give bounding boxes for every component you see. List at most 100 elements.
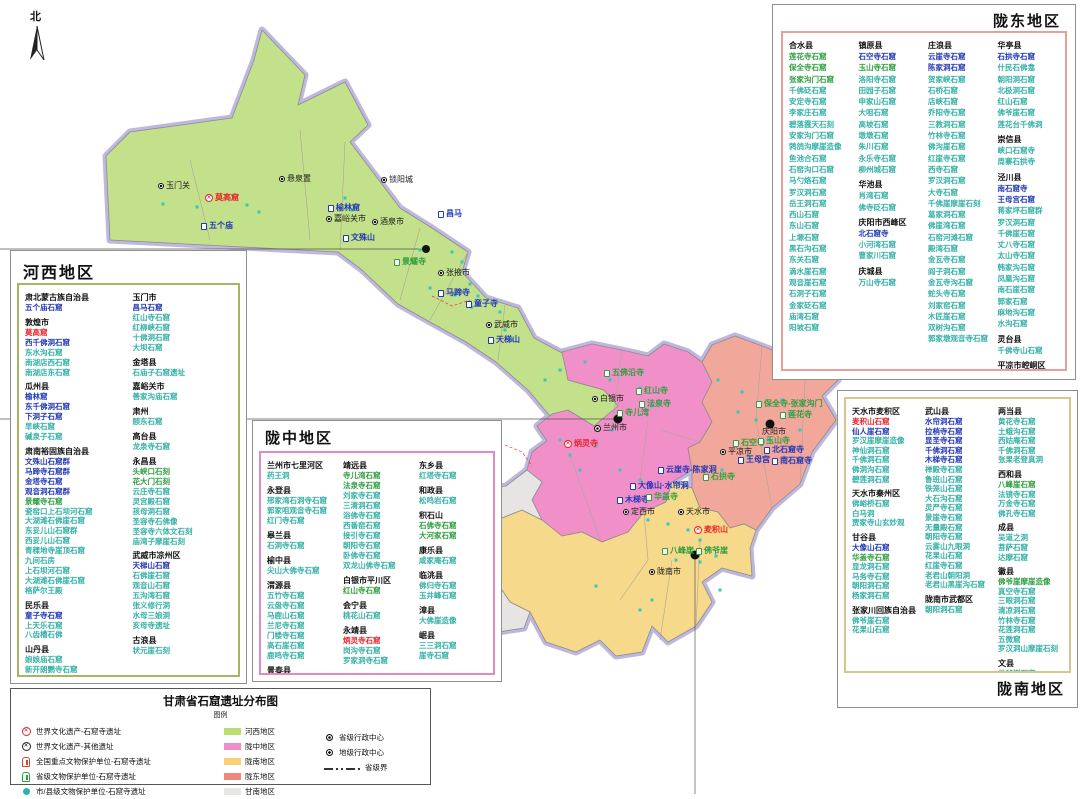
county-group: 民乐县童子寺石窟上天乐石窟八齿槽石佛 — [25, 600, 125, 641]
county-group: 镇原县石空寺石窟玉山寺石窟洛阳寺石窟田园子石窟申家山石窟大咀石窟高坡石窟墩墩石窟… — [859, 40, 921, 175]
site-item: 葛家洞石窟 — [928, 209, 990, 220]
site-item: 竹林寺石窟 — [928, 130, 990, 141]
site-item: 石空寺石窟 — [859, 51, 921, 62]
site-item: 朝阳洞石窟 — [998, 74, 1060, 85]
site-item: 上天乐石窟 — [25, 621, 125, 631]
site-item: 金瓦寺沟石窟 — [928, 277, 990, 288]
site-item: 红塔寺石窟 — [419, 471, 487, 481]
site-item: 观音洞石窟群 — [25, 487, 125, 497]
hexi-box-title: 河西地区 — [23, 259, 95, 283]
site-item: 石佛崖石窟 — [133, 571, 233, 581]
site-item: 佛归寺石窟 — [419, 581, 487, 591]
county-group: 成县吴道之洞菩萨石窟达摩石窟 — [998, 522, 1063, 562]
county-group: 渭源县五竹寺石窟云盘寺石窟马鹿山石窟兰尼寺石窟门楼寺石窟高石崖石窟鹿鸣寺石窟 — [267, 580, 335, 661]
site-item: 佛崖湾石窟 — [928, 220, 990, 231]
site-item: 刘家寺石窟 — [343, 491, 411, 501]
site-item: 童子寺石窟 — [25, 611, 125, 621]
site-item: 贺家峡石窟 — [928, 74, 990, 85]
site-item: 申家山石窟 — [859, 96, 921, 107]
site-item: 佛孔寺石窟 — [998, 509, 1063, 519]
site-column: 兰州市七里河区药王洞永登县邢家湾石洞寺石窟郭家咀观音寺石窟红门寺石窟皋兰县石洞寺… — [267, 458, 335, 668]
county-label: 华亭县 — [998, 40, 1060, 51]
county-group: 张家川回族自治县佛爷崖石窟花果山石窟 — [852, 605, 917, 635]
county-group: 庆城县万山寺石窟 — [859, 266, 921, 288]
site-item: 双树沟石窟 — [928, 322, 990, 333]
site-item: 莲花台千佛洞 — [998, 119, 1060, 130]
site-item: 格萨尔王殿 — [25, 586, 125, 596]
county-label: 高台县 — [133, 431, 233, 442]
site-item: 罗家洞寺石窟 — [343, 656, 411, 666]
site-item: 马勺烙石窟 — [789, 175, 851, 186]
site-item: 西寺石窟 — [928, 164, 990, 175]
site-item: 万金寺石窟 — [998, 499, 1063, 509]
site-column: 武山县水帘洞石窟拉梢寺石窟显圣寺石窟千佛洞石窟木梯寺石窟禅殿寺石窟鲁班山石窟铁笼… — [925, 404, 990, 666]
county-group: 肃北蒙古族自治县五个庙石窟 — [25, 292, 125, 313]
site-item: 佛爷崖石窟 — [998, 669, 1063, 673]
longnan-site-list: 天水市麦积区麦积山石窟仙人崖石窟罗汉崖摩崖造像神仙洞石窟千佛洞石窟佛洞沟石窟碧莲… — [844, 397, 1071, 673]
county-label: 天水市麦积区 — [852, 406, 917, 417]
site-item: 寺儿湾石窟 — [343, 471, 411, 481]
site-item: 老君山黑崖沟石窟 — [925, 580, 990, 590]
site-item: 木梯寺石窟 — [925, 455, 990, 465]
site-item: 南湖店东石窟 — [25, 368, 125, 378]
hexi-site-list: 肃北蒙古族自治县五个庙石窟敦煌市莫高窟西千佛洞石窟东水沟石窟南湖店西石窟南湖店东… — [17, 283, 240, 677]
site-item: 头峡口石刻 — [133, 467, 233, 477]
site-item: 鲁班山石窟 — [925, 475, 990, 485]
legend-label: 省级文物保护单位-石窟寺遗址 — [36, 771, 136, 782]
county-group: 平凉市崆峒区石佛峡石窟 — [998, 360, 1060, 371]
site-column: 两当县黄花寺石窟土蛾沟石窟西姑庵石窟千佛洞石窟张果老登真洞西和县八峰崖石窟法镜寺… — [998, 404, 1063, 666]
county-label: 崇信县 — [998, 134, 1060, 145]
site-item: 石窑河滩石窟 — [928, 232, 990, 243]
site-item: 碧落霞天石刻 — [789, 119, 851, 130]
site-item: 刘家窑石窟 — [928, 300, 990, 311]
site-item: 五微窟 — [998, 635, 1063, 645]
county-label: 张家川回族自治县 — [852, 605, 917, 616]
county-group: 泾川县南石窟寺王母宫石窟蒋家坪石窟群罗汉洞石窟千佛崖石窟丈八寺石窟太山寺石窟韩家… — [998, 172, 1060, 330]
site-item: 小河湾石窟 — [859, 239, 921, 250]
site-item: 殿湾石窟 — [928, 243, 990, 254]
county-group: 肃南裕固族自治县文殊山石窟群马蹄寺石窟群金塔寺石窟观音洞石窟群景耀寺石窟瓷窑口上… — [25, 446, 125, 596]
hexi-region-box: 河西地区 肃北蒙古族自治县五个庙石窟敦煌市莫高窟西千佛洞石窟东水沟石窟南湖店西石… — [10, 250, 247, 684]
site-item: 佛爷崖摩崖造像 — [998, 577, 1063, 587]
county-group: 武威市凉州区天梯山石窟石佛崖石窟观音山石窟五沟湾石窟张义修行洞水母三娘洞亥母寺遗… — [133, 550, 233, 630]
county-group: 榆中县尖山大佛寺石窟 — [267, 555, 335, 576]
site-item: 云雾山九眼洞 — [925, 542, 990, 552]
county-label: 肃州 — [133, 406, 233, 417]
site-item: 娘娘庙石窟 — [25, 655, 125, 665]
site-item: 千佛洞石窟 — [925, 446, 990, 456]
legend-row: 地级行政中心 — [322, 745, 422, 760]
site-item: 店峡石窟 — [928, 96, 990, 107]
county-group: 甘谷县大像山石窟华盖寺石窟显龙洞石窟马务寺石窟朝阳洞石窟杨家洞石窟 — [852, 532, 917, 601]
graticule-dot — [422, 245, 430, 253]
site-item: 朝阳寺石窟 — [343, 541, 411, 551]
wh-red-icon — [19, 727, 33, 736]
county-label: 徽县 — [998, 566, 1063, 577]
county-label: 东乡县 — [419, 460, 487, 471]
site-item: 罗汉崖摩崖造像 — [852, 436, 917, 446]
site-item: 西番窑石窟 — [343, 521, 411, 531]
site-item: 三三洞石窟 — [419, 641, 487, 651]
site-item: 大湖滩石佛崖石窟 — [25, 516, 125, 526]
site-item: 黄花寺石窟 — [998, 417, 1063, 427]
legend-symbols: 世界文化遗产-石窟寺遗址世界文化遗产-其他遗址全国重点文物保护单位-石窟寺遗址省… — [19, 724, 224, 799]
site-item: 孩母洞石窟 — [133, 507, 233, 517]
site-item: 白马洞 — [852, 509, 917, 519]
site-item: 灵严寺石窟 — [925, 503, 990, 513]
site-item: 千佛洞石窟 — [852, 455, 917, 465]
site-item: 石洞子石窟 — [789, 288, 851, 299]
county-label: 漳县 — [419, 605, 487, 616]
site-item: 云庄寺石窟 — [133, 487, 233, 497]
site-item: 佛洞沟石窟 — [852, 465, 917, 475]
site-item: 尖山大佛寺石窟 — [267, 566, 335, 576]
county-group: 永登县邢家湾石洞寺石窟郭家咀观音寺石窟红门寺石窟 — [267, 485, 335, 526]
site-item: 浴佛寺石窟 — [343, 511, 411, 521]
site-item: 北极洞石窟 — [998, 85, 1060, 96]
site-item: 玉山寺石窟 — [859, 62, 921, 73]
site-item: 龙泉寺石窟 — [133, 442, 233, 452]
site-item: 金家砭石窟 — [789, 300, 851, 311]
legend-row: 陇中地区 — [224, 739, 322, 754]
north-arrow: 北 — [22, 8, 62, 60]
site-item: 景耀寺石窟 — [25, 497, 125, 507]
site-item: 蒋家坪石窟群 — [998, 205, 1060, 216]
county-group: 徽县佛爷崖摩崖造像真空寺石窟三眼洞石窟清凉洞石窟竹林寺石窟花莲洞石窟五微窟罗汉洞… — [998, 566, 1063, 654]
